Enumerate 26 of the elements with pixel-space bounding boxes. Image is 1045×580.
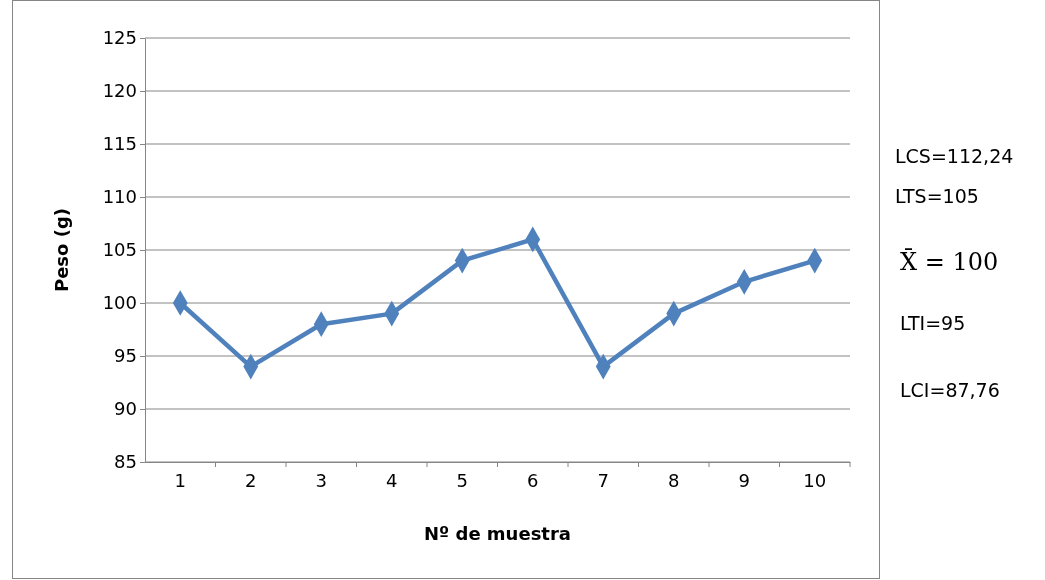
x-tick-label: 6 <box>527 469 539 491</box>
x-tick-label: 2 <box>245 469 257 491</box>
text: LCS=112,24 <box>895 145 1014 167</box>
x-tick-label: 1 <box>174 469 186 491</box>
x-tick-label: 3 <box>315 469 327 491</box>
x-tick-label: 4 <box>386 469 398 491</box>
x-tick-label: 7 <box>597 469 609 491</box>
y-tick-label: 125 <box>102 27 137 49</box>
y-axis-title: Peso (g) <box>51 207 72 293</box>
y-tick-label: 120 <box>102 80 137 102</box>
y-tick-label: 100 <box>102 292 137 314</box>
y-tick-label: 85 <box>114 451 137 473</box>
text: LTS=105 <box>895 185 979 207</box>
x-tick-label: 8 <box>668 469 680 491</box>
x-tick-label: 10 <box>803 469 827 491</box>
text: X̄ = 100 <box>900 247 999 276</box>
y-tick-label: 90 <box>114 398 137 420</box>
y-tick-label: 110 <box>102 186 137 208</box>
text: LTI=95 <box>900 312 966 334</box>
x-tick-label: 9 <box>738 469 750 491</box>
y-tick-label: 105 <box>102 239 137 261</box>
text: LCI=87,76 <box>900 379 1000 401</box>
y-tick-label: 95 <box>114 345 137 367</box>
x-axis-title: Nº de muestra <box>424 523 571 544</box>
x-tick-label: 5 <box>456 469 468 491</box>
y-tick-label: 115 <box>102 133 137 155</box>
